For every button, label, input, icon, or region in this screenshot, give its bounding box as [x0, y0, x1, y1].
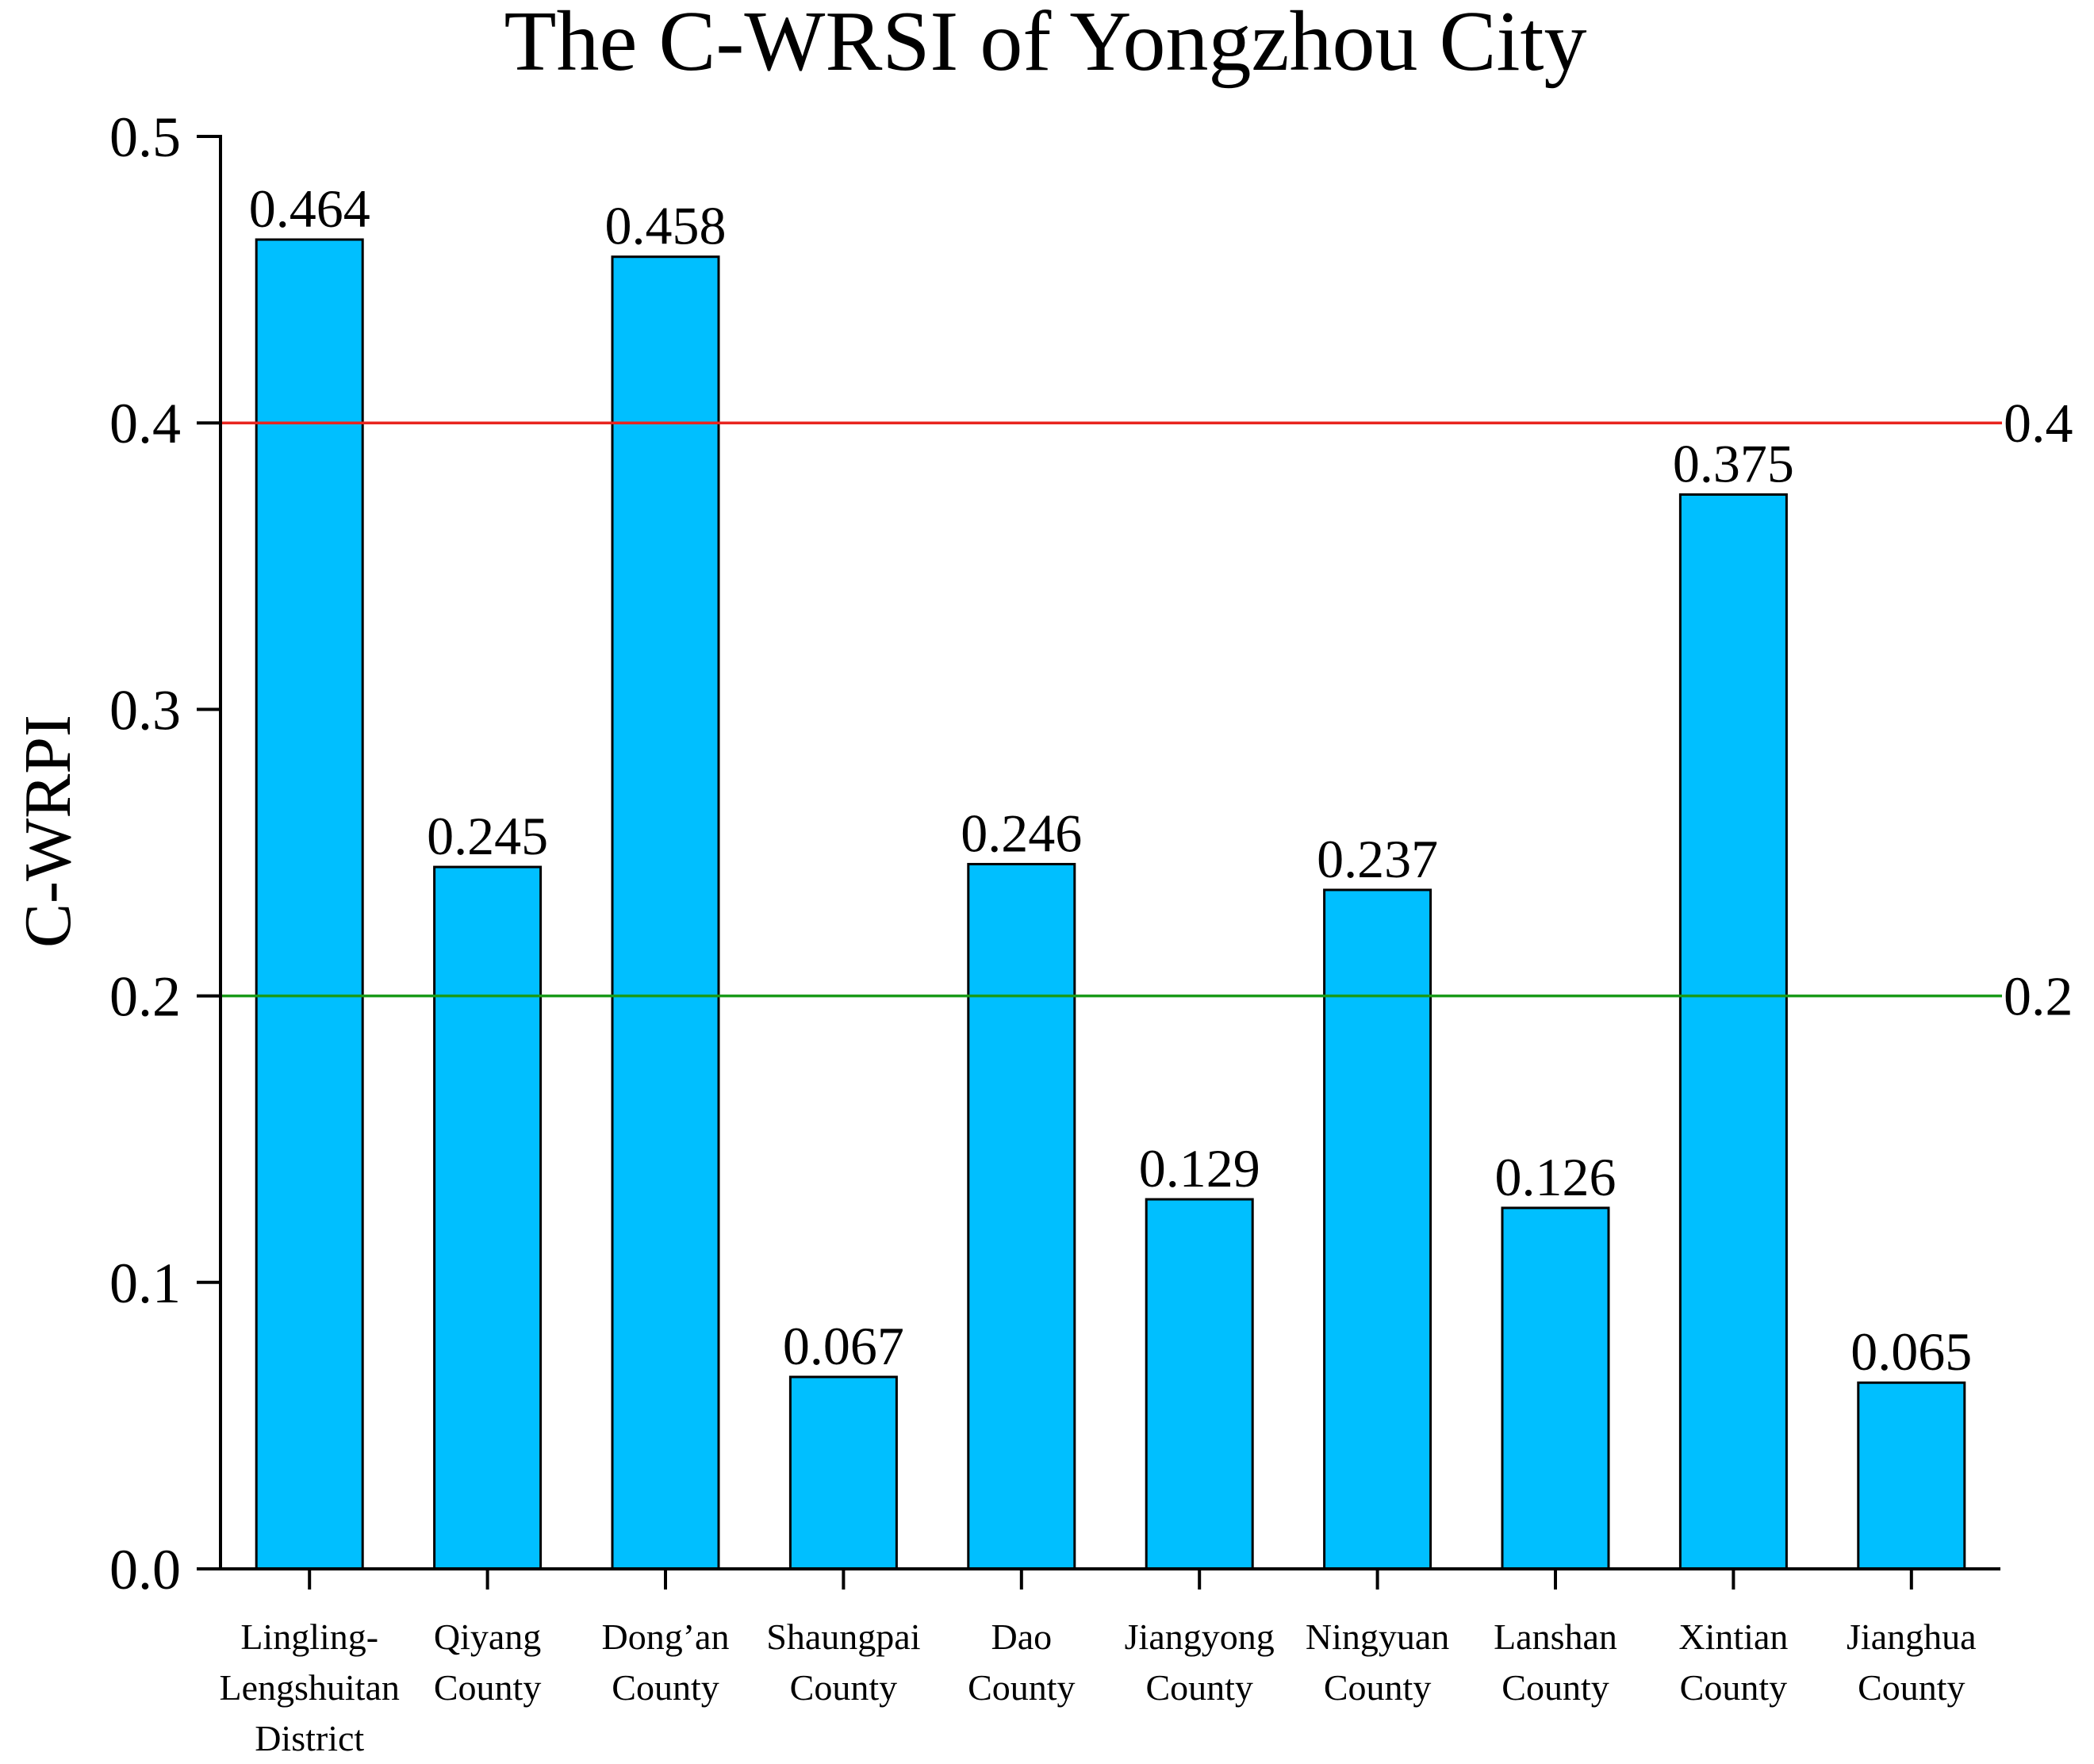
x-tick-label: Lengshuitan: [219, 1667, 399, 1708]
bar-value-label: 0.245: [427, 806, 548, 866]
bar: [788, 1375, 898, 1570]
bar-value-label: 0.375: [1673, 434, 1794, 494]
x-tick-label: County: [612, 1667, 719, 1708]
bar: [967, 862, 1076, 1570]
x-tick-label: County: [1501, 1667, 1609, 1708]
x-tick-label: County: [1680, 1667, 1787, 1708]
x-tick-label: County: [968, 1667, 1075, 1708]
y-tick-label: 0.5: [109, 105, 181, 169]
x-tick-label: County: [790, 1667, 897, 1708]
chart-title: The C-WRSI of Yongzhou City: [504, 0, 1586, 89]
bar: [1145, 1198, 1254, 1570]
bar: [1678, 493, 1788, 1570]
bar-value-label: 0.126: [1495, 1147, 1617, 1207]
bar-value-label: 0.067: [783, 1316, 904, 1376]
x-tick-label: Lanshan: [1494, 1616, 1617, 1657]
plot-area: 0.464 0.245 0.458 0.067 0.246 0.129 0.237 0.126…: [109, 105, 2073, 1758]
x-tick-label: Ningyuan: [1306, 1616, 1449, 1657]
x-tick-label: Shaungpai: [766, 1616, 920, 1657]
x-tick-label: Jiangyong: [1125, 1616, 1275, 1657]
x-tick-label: County: [1324, 1667, 1431, 1708]
y-tick-label: 0.1: [109, 1252, 181, 1315]
bar-value-label: 0.464: [249, 178, 370, 239]
x-tick-label: Dong’an: [602, 1616, 730, 1657]
bar: [611, 255, 720, 1570]
x-tick-label: County: [434, 1667, 541, 1708]
x-tick-label: County: [1858, 1667, 1965, 1708]
bar: [1501, 1206, 1610, 1570]
y-tick-label: 0.2: [109, 965, 181, 1029]
y-tick-label: 0.0: [109, 1538, 181, 1601]
reference-line-label: 0.4: [2004, 393, 2073, 454]
bar-value-label: 0.458: [605, 196, 727, 256]
bar: [1857, 1381, 1966, 1570]
x-tick-label: Jianghua: [1847, 1616, 1977, 1657]
bar-value-label: 0.129: [1139, 1138, 1260, 1198]
bar: [433, 865, 543, 1570]
bar: [255, 238, 364, 1570]
x-tick-label: County: [1145, 1667, 1252, 1708]
bar-value-label: 0.065: [1850, 1321, 1972, 1382]
bar-value-label: 0.246: [961, 803, 1082, 863]
y-axis-label: C-WRPI: [11, 715, 85, 948]
x-tick-label: Xintian: [1678, 1616, 1788, 1657]
x-tick-label: Lingling-: [240, 1616, 378, 1657]
bar-value-label: 0.237: [1317, 829, 1438, 889]
y-tick-label: 0.4: [109, 392, 181, 455]
x-tick-label: District: [255, 1718, 364, 1758]
reference-line-label: 0.2: [2004, 967, 2073, 1028]
y-tick-label: 0.3: [109, 678, 181, 742]
x-tick-label: Qiyang: [434, 1616, 541, 1657]
x-tick-label: Dao: [991, 1616, 1052, 1657]
bar: [1323, 888, 1432, 1570]
